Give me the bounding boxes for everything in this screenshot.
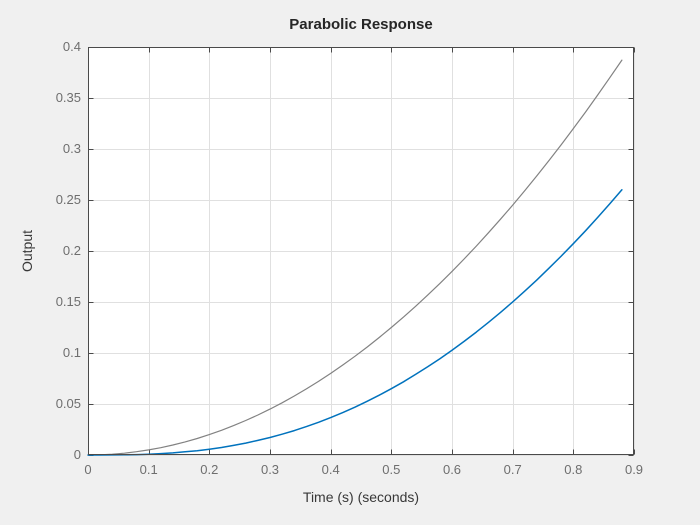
x-tick-label: 0.1 xyxy=(139,462,158,477)
y-tick-label: 0.2 xyxy=(62,243,81,258)
x-tick-label: 0.6 xyxy=(442,462,462,477)
y-tick-label: 0.3 xyxy=(62,141,81,156)
x-tick-label: 0.8 xyxy=(564,462,583,477)
y-tick-label: 0.1 xyxy=(62,345,81,360)
y-tick-label: 0.25 xyxy=(55,192,81,207)
x-axis-label: Time (s) (seconds) xyxy=(302,489,420,505)
x-tick-label: 0.2 xyxy=(200,462,219,477)
y-tick-label: 0.35 xyxy=(55,90,81,105)
x-tick-label: 0.3 xyxy=(260,462,280,477)
blue-curve xyxy=(87,189,623,456)
gray-curve xyxy=(87,59,623,456)
y-tick-label: 0.4 xyxy=(62,39,81,54)
x-tick-label: 0 xyxy=(84,462,92,477)
y-tick-label: 0.15 xyxy=(55,294,81,309)
x-tick-label: 0.4 xyxy=(321,462,340,477)
x-tick-label: 0.9 xyxy=(624,462,644,477)
x-tick-label: 0.5 xyxy=(382,462,401,477)
x-tick-label: 0.7 xyxy=(503,462,522,477)
axes-border xyxy=(88,47,634,455)
chart-title: Parabolic Response xyxy=(289,16,433,33)
y-tick-label: 0 xyxy=(73,447,81,462)
y-tick-label: 0.05 xyxy=(55,396,81,411)
